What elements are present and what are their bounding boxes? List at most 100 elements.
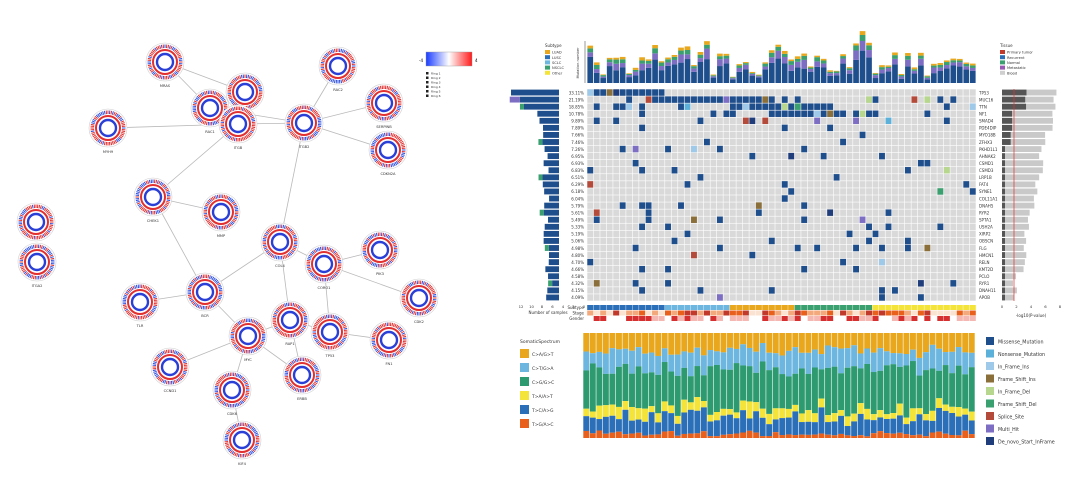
signature-segment — [864, 333, 870, 348]
right-bar-sig — [1002, 125, 1012, 131]
top-bar-segment — [944, 62, 950, 65]
oncoplot-cell — [788, 132, 794, 138]
mutation-cell — [769, 103, 775, 109]
oncoplot-cell — [801, 280, 807, 286]
oncoplot-cell — [678, 125, 684, 131]
top-bar-segment — [938, 65, 944, 68]
oncoplot-cell — [652, 146, 658, 152]
oncoplot-cell — [821, 160, 827, 166]
oncoplot-cell — [892, 259, 898, 265]
legend-swatch — [426, 90, 429, 93]
annotation-cell — [957, 311, 963, 316]
tissue-swatch — [1000, 71, 1005, 75]
oncoplot-cell — [620, 231, 626, 237]
annotation-cell — [788, 305, 794, 310]
annotation-label: Subtype — [567, 305, 584, 310]
oncoplot-cell — [607, 280, 613, 286]
network-node-label: SERPINB — [376, 125, 392, 129]
oncoplot-cell — [704, 280, 710, 286]
oncoplot-cell — [944, 266, 950, 272]
oncoplot-cell — [918, 224, 924, 230]
oncoplot-cell — [918, 118, 924, 124]
gene-label: NF1 — [979, 112, 987, 117]
right-bar — [1002, 146, 1041, 152]
oncoplot-cell — [950, 118, 956, 124]
oncoplot-cell — [866, 103, 872, 109]
oncoplot-cell — [756, 125, 762, 131]
oncoplot-cell — [685, 139, 691, 145]
mutation-cell — [873, 96, 879, 102]
right-axis-tick: 2 — [1015, 304, 1018, 309]
oncoplot-cell — [931, 195, 937, 201]
oncoplot-cell — [834, 118, 840, 124]
mutation-cell — [672, 238, 678, 244]
oncoplot-cell — [594, 245, 600, 251]
oncoplot-cell — [866, 245, 872, 251]
oncoplot-cell — [918, 266, 924, 272]
oncoplot-cell — [659, 259, 665, 265]
signature-segment — [825, 415, 831, 422]
signature-segment — [838, 373, 844, 410]
annotation-cell — [762, 316, 768, 321]
oncoplot-cell — [918, 202, 924, 208]
signature-segment — [962, 409, 968, 415]
oncoplot-cell — [749, 125, 755, 131]
oncoplot-cell — [626, 132, 632, 138]
signature-segment — [766, 370, 772, 414]
signature-segment — [760, 436, 766, 438]
oncoplot-cell — [698, 224, 704, 230]
annotation-cell — [723, 316, 729, 321]
oncoplot-cell — [963, 103, 969, 109]
oncoplot-cell — [652, 125, 658, 131]
mutation-cell — [769, 111, 775, 117]
signature-segment — [917, 414, 923, 434]
top-bar-segment — [795, 56, 801, 59]
top-bar-segment — [963, 70, 969, 83]
signature-segment — [694, 397, 700, 411]
network-node-label: RAP1 — [285, 342, 294, 346]
signature-segment — [871, 372, 877, 414]
signature-segment — [930, 368, 936, 410]
oncoplot-cell — [646, 294, 652, 300]
signature-segment — [962, 415, 968, 431]
signature-legend-label: T>G/A>C — [531, 422, 554, 428]
oncoplot-cell — [847, 160, 853, 166]
mutation-cell — [646, 217, 652, 223]
oncoplot-cell — [775, 146, 781, 152]
mutation-cell — [723, 96, 729, 102]
annotation-cell — [769, 305, 775, 310]
top-bar-segment — [620, 63, 626, 67]
frequency-label: 6.04% — [571, 196, 584, 201]
signature-segment — [623, 401, 629, 410]
oncoplot-cell — [646, 174, 652, 180]
oncoplot-cell — [866, 280, 872, 286]
signature-segment — [642, 436, 648, 438]
oncoplot-cell — [931, 103, 937, 109]
oncoplot-cell — [821, 280, 827, 286]
mutation-type-swatch — [986, 362, 994, 370]
signature-segment — [583, 416, 589, 431]
oncoplot-cell — [834, 245, 840, 251]
oncoplot-cell — [698, 259, 704, 265]
oncoplot-cell — [782, 245, 788, 251]
oncoplot-cell — [924, 217, 930, 223]
frequency-label: 4.58% — [571, 274, 584, 279]
oncoplot-cell — [594, 132, 600, 138]
top-bar-segment — [762, 69, 768, 83]
signature-segment — [910, 350, 916, 361]
mutation-cell — [886, 209, 892, 215]
oncoplot-cell — [756, 174, 762, 180]
gene-label: MYO18B — [979, 133, 996, 138]
oncoplot-cell — [587, 294, 593, 300]
oncoplot-cell — [769, 125, 775, 131]
oncoplot-cell — [756, 146, 762, 152]
left-bar — [539, 118, 559, 124]
oncoplot-cell — [924, 181, 930, 187]
left-bar — [546, 295, 559, 301]
oncoplot-cell — [749, 238, 755, 244]
oncoplot-cell — [659, 287, 665, 293]
top-bar-segment — [860, 41, 866, 51]
oncoplot-cell — [827, 287, 833, 293]
signature-segment — [668, 355, 674, 372]
oncoplot-cell — [814, 167, 820, 173]
